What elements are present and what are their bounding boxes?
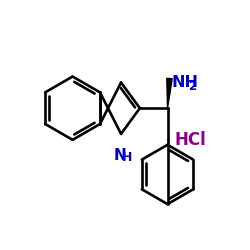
Text: N: N xyxy=(113,148,126,163)
Text: HCl: HCl xyxy=(174,131,206,149)
Text: NH: NH xyxy=(172,75,198,90)
Text: 2: 2 xyxy=(188,80,196,93)
Text: H: H xyxy=(122,151,132,164)
Polygon shape xyxy=(167,78,172,108)
